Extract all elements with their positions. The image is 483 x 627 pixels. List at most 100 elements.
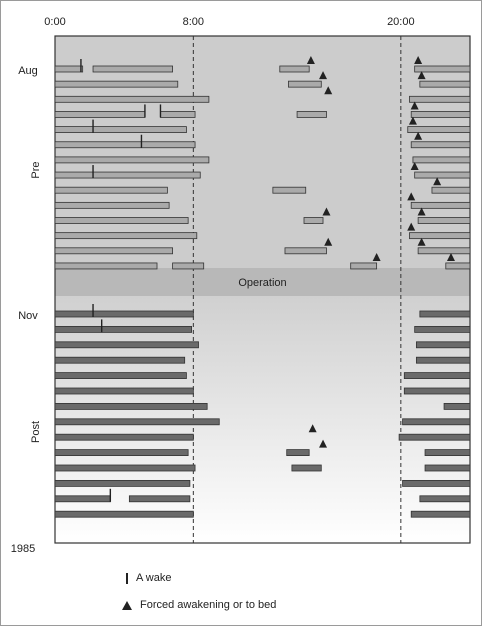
forced-awakening-mark — [433, 177, 442, 186]
forced-awakening-mark — [372, 252, 381, 261]
pre-sleep-bar — [92, 65, 173, 73]
aug-label: Aug — [18, 65, 38, 77]
nov-label: Nov — [18, 310, 38, 322]
pre-sleep-bar — [410, 141, 471, 149]
post-sleep-bar — [54, 402, 208, 410]
legend-wake-item: A wake — [120, 568, 171, 588]
post-sleep-bar — [415, 341, 471, 349]
wake-tick-icon — [126, 572, 128, 584]
forced-awakening-mark — [410, 101, 419, 110]
pre-sleep-bar — [296, 111, 327, 118]
pre-sleep-bar — [54, 201, 170, 209]
post-sleep-bar — [419, 310, 471, 318]
post-sleep-bar — [54, 325, 193, 333]
legend-wake-label: A wake — [136, 572, 172, 584]
pre-sleep-bar — [412, 156, 471, 164]
post-label: Post — [30, 421, 42, 443]
post-sleep-bar — [286, 449, 310, 457]
forced-awakening-mark — [308, 424, 317, 433]
pre-sleep-bar — [445, 262, 471, 270]
post-sleep-bar — [54, 433, 194, 441]
post-sleep-bar — [403, 387, 471, 395]
post-sleep-bar — [424, 464, 471, 472]
pre-sleep-bar — [419, 80, 471, 88]
post-sleep-bar — [419, 495, 471, 503]
post-sleep-bar — [54, 510, 194, 518]
forced-awakening-mark — [319, 439, 328, 448]
pre-sleep-bar — [407, 126, 471, 133]
pre-sleep-bar — [54, 65, 84, 73]
pre-sleep-bar — [160, 111, 196, 118]
forced-awakening-mark — [407, 192, 416, 201]
forced-awakening-mark — [407, 222, 416, 231]
post-sleep-bar — [424, 449, 471, 457]
pre-sleep-bar — [54, 171, 201, 179]
post-sleep-bar — [54, 464, 196, 472]
legend: A wake Forced awakening or to bed — [120, 568, 460, 618]
pre-sleep-bar — [410, 201, 471, 209]
post-sleep-bar — [54, 418, 220, 426]
pre-sleep-bar — [272, 186, 307, 194]
forced-awakening-mark — [306, 56, 315, 64]
post-sleep-bar — [54, 356, 186, 364]
pre-sleep-bar — [303, 217, 324, 224]
pre-sleep-bar — [54, 80, 179, 88]
post-sleep-bar — [54, 372, 187, 380]
forced-triangle-icon — [122, 600, 132, 610]
post-sleep-bar — [402, 479, 471, 487]
pre-sleep-bar — [54, 217, 189, 224]
plot-border — [54, 35, 471, 544]
pre-sleep-bar — [54, 186, 168, 194]
pre-sleep-bar — [54, 126, 187, 133]
forced-awakening-mark — [408, 116, 417, 125]
pre-sleep-bar — [54, 111, 146, 118]
pre-sleep-bar — [414, 65, 471, 73]
forced-awakening-mark — [417, 207, 426, 216]
forced-awakening-mark — [322, 207, 331, 216]
post-sleep-bar — [54, 387, 194, 395]
post-sleep-bar — [402, 418, 471, 426]
pre-sleep-bar — [409, 95, 471, 103]
forced-awakening-mark — [410, 162, 419, 171]
forced-awakening-mark — [417, 71, 426, 80]
forced-awakening-mark — [417, 237, 426, 246]
post-sleep-bar — [291, 464, 322, 472]
forced-awakening-mark — [414, 56, 423, 64]
x-tick-label: 8:00 — [183, 16, 204, 28]
x-tick-label: 20:00 — [387, 16, 415, 28]
forced-awakening-mark — [324, 86, 333, 95]
pre-sleep-bar — [284, 247, 327, 255]
pre-sleep-bar — [417, 247, 471, 255]
post-sleep-bar — [403, 372, 471, 380]
post-sleep-bar — [414, 325, 471, 333]
pre-sleep-bar — [54, 232, 198, 240]
forced-awakening-mark — [324, 237, 333, 246]
post-sleep-bar — [415, 356, 471, 364]
pre-sleep-bar — [279, 65, 310, 73]
x-tick-label: 0:00 — [44, 16, 65, 28]
forced-awakening-mark — [414, 131, 423, 140]
post-sleep-bar — [54, 495, 111, 503]
pre-sleep-bar — [54, 262, 158, 270]
forced-awakening-mark — [319, 71, 328, 80]
operation-label: Operation — [238, 277, 286, 289]
post-sleep-bar — [54, 341, 199, 349]
pre-sleep-bar — [54, 247, 173, 255]
post-sleep-bar — [410, 510, 471, 518]
pre-sleep-bar — [410, 111, 471, 118]
pre-sleep-bar — [54, 95, 210, 103]
post-sleep-bar — [128, 495, 191, 503]
year-label: 1985 — [11, 543, 35, 555]
pre-sleep-bar — [431, 186, 471, 194]
forced-awakening-mark — [446, 252, 455, 261]
legend-forced-item: Forced awakening or to bed — [120, 595, 276, 615]
pre-sleep-bar — [409, 232, 471, 240]
post-sleep-bar — [54, 479, 191, 487]
post-sleep-bar — [443, 402, 471, 410]
pre-sleep-bar — [414, 171, 471, 179]
pre-sleep-bar — [288, 80, 322, 88]
pre-sleep-bar — [350, 262, 378, 270]
pre-sleep-bar — [54, 141, 196, 149]
